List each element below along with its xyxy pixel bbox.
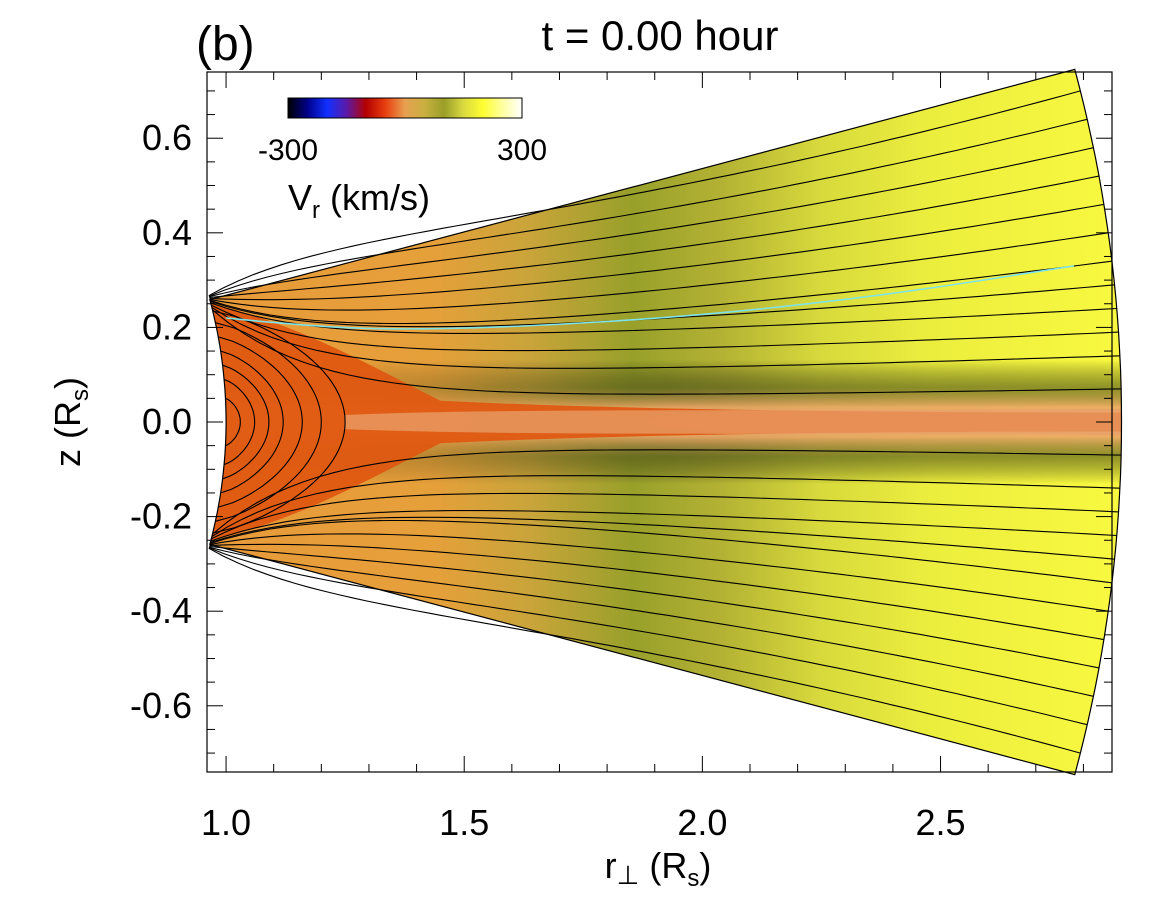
y-tick-label: 0.0 <box>142 401 192 442</box>
chart-title: t = 0.00 hour <box>541 12 778 59</box>
y-tick-label: 0.4 <box>142 212 192 253</box>
colorbar: -300 300 Vr (km/s) <box>258 97 547 224</box>
open-field-line <box>208 90 1081 297</box>
open-field-line <box>208 547 1081 754</box>
open-field-line <box>208 118 1088 297</box>
closed-field-line <box>222 364 270 480</box>
open-field-line <box>208 546 1094 697</box>
closed-field-line <box>225 397 241 447</box>
closed-field-line <box>223 378 256 466</box>
x-tick-label: 1.0 <box>201 802 251 843</box>
closed-field-line <box>215 322 322 522</box>
axes: 1.0 1.5 2.0 2.5 -0.6 -0.4 -0.2 0.0 0.2 0.4 0.6 <box>130 71 1113 843</box>
y-tick-label: -0.2 <box>130 496 192 537</box>
y-tick-label: 0.2 <box>142 306 192 347</box>
open-field-line <box>209 260 1112 325</box>
panel-label: (b) <box>196 18 255 71</box>
colorbar-title-sub: r <box>312 197 320 224</box>
y-tick-label: -0.4 <box>130 590 192 631</box>
colorbar-title-unit: (km/s) <box>320 177 430 218</box>
y-axis-label: z (Rs) <box>47 377 94 467</box>
x-tick-label: 1.5 <box>439 802 489 843</box>
open-field-line <box>211 492 1119 540</box>
open-field-line <box>210 516 1115 560</box>
open-field-line <box>209 519 1112 584</box>
open-field-line <box>211 475 1120 537</box>
closed-field-line <box>220 350 284 494</box>
open-field-line <box>212 449 1122 535</box>
closed-field-line <box>212 310 346 534</box>
open-field-line <box>208 547 1088 726</box>
open-field-line <box>209 533 1109 612</box>
open-field-line <box>210 302 1117 334</box>
open-field-line <box>209 545 1100 669</box>
closed-field-line <box>218 336 303 508</box>
x-axis-label: r⊥ (Rs) <box>605 845 712 892</box>
sheet-highlight <box>345 408 1122 436</box>
open-field-line <box>211 304 1119 352</box>
colorbar-title-main: V <box>288 177 312 218</box>
colorbar-bar <box>287 97 523 119</box>
highlighted-field-line <box>225 265 1075 330</box>
open-field-line <box>209 232 1109 311</box>
open-field-line <box>209 175 1100 299</box>
colorbar-title: Vr (km/s) <box>288 177 430 224</box>
domain-boundary <box>209 68 1123 776</box>
colorbar-min-label: -300 <box>258 134 318 167</box>
open-field-line <box>209 203 1104 301</box>
y-tick-label: 0.6 <box>142 117 192 158</box>
x-tick-label: 2.0 <box>677 802 727 843</box>
open-field-line <box>211 307 1120 369</box>
y-tick-label: -0.6 <box>130 685 192 726</box>
open-field-line <box>210 510 1117 542</box>
open-field-line <box>208 147 1094 298</box>
open-field-line <box>209 543 1104 641</box>
x-tick-label: 2.5 <box>916 802 966 843</box>
colorbar-max-label: 300 <box>497 134 547 167</box>
field-lines <box>208 90 1122 754</box>
open-field-line <box>212 309 1122 395</box>
